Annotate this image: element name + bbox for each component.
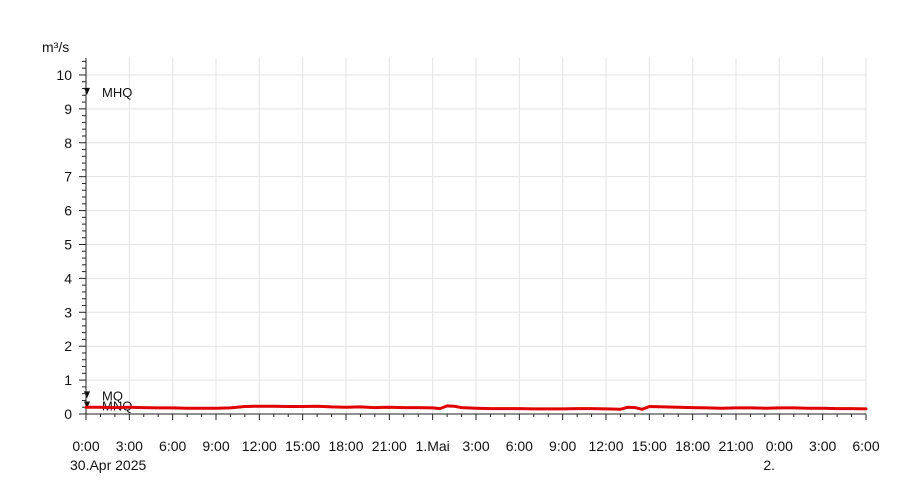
y-tick-label: 9 bbox=[64, 101, 72, 117]
x-tick-label: 6:00 bbox=[159, 438, 186, 454]
y-axis-unit-label: m³/s bbox=[42, 39, 69, 55]
x-tick-label: 0:00 bbox=[72, 438, 99, 454]
y-tick-label: 7 bbox=[64, 169, 72, 185]
reference-marker-mq bbox=[84, 391, 90, 399]
y-tick-label: 0 bbox=[64, 406, 72, 422]
reference-label-mnq: MNQ bbox=[102, 399, 132, 414]
y-tick-label: 10 bbox=[56, 67, 72, 83]
reference-label-mq: MQ bbox=[102, 388, 123, 403]
y-tick-label: 4 bbox=[64, 270, 72, 286]
y-tick-label: 8 bbox=[64, 135, 72, 151]
x-tick-label: 0:00 bbox=[766, 438, 793, 454]
axes bbox=[79, 58, 867, 420]
y-tick-label: 2 bbox=[64, 338, 72, 354]
x-tick-label: 6:00 bbox=[506, 438, 533, 454]
x-tick-label: 9:00 bbox=[549, 438, 576, 454]
x-tick-label: 3:00 bbox=[809, 438, 836, 454]
x-tick-label: 12:00 bbox=[242, 438, 277, 454]
reference-label-mhq: MHQ bbox=[102, 85, 132, 100]
x-tick-label: 1.Mai bbox=[416, 438, 450, 454]
x-tick-label: 3:00 bbox=[462, 438, 489, 454]
x-tick-label: 21:00 bbox=[718, 438, 753, 454]
y-tick-label: 1 bbox=[64, 372, 72, 388]
y-tick-labels: 0 1 2 3 4 5 6 7 8 9 10 bbox=[56, 67, 72, 422]
series-group bbox=[84, 404, 868, 411]
reference-marker-mhq bbox=[84, 87, 90, 95]
x-tick-label: 15:00 bbox=[632, 438, 667, 454]
reference-marker-mnq bbox=[84, 401, 90, 409]
x-tick-label: 15:00 bbox=[285, 438, 320, 454]
x-tick-label: 12:00 bbox=[588, 438, 623, 454]
x-tick-label: 18:00 bbox=[675, 438, 710, 454]
series-line bbox=[84, 404, 868, 411]
y-tick-label: 6 bbox=[64, 203, 72, 219]
x-date-label: 2. bbox=[763, 457, 775, 473]
x-tick-label: 6:00 bbox=[852, 438, 879, 454]
y-tick-label: 3 bbox=[64, 304, 72, 320]
x-tick-label: 21:00 bbox=[372, 438, 407, 454]
x-tick-label: 9:00 bbox=[202, 438, 229, 454]
x-tick-label: 18:00 bbox=[328, 438, 363, 454]
x-tick-label: 3:00 bbox=[116, 438, 143, 454]
y-tick-label: 5 bbox=[64, 236, 72, 252]
x-tick-labels: 0:00 3:00 6:00 9:00 12:00 15:00 18:00 21:00 1.Ma… bbox=[70, 438, 880, 473]
x-date-label: 30.Apr 2025 bbox=[70, 457, 146, 473]
grid bbox=[85, 58, 867, 414]
